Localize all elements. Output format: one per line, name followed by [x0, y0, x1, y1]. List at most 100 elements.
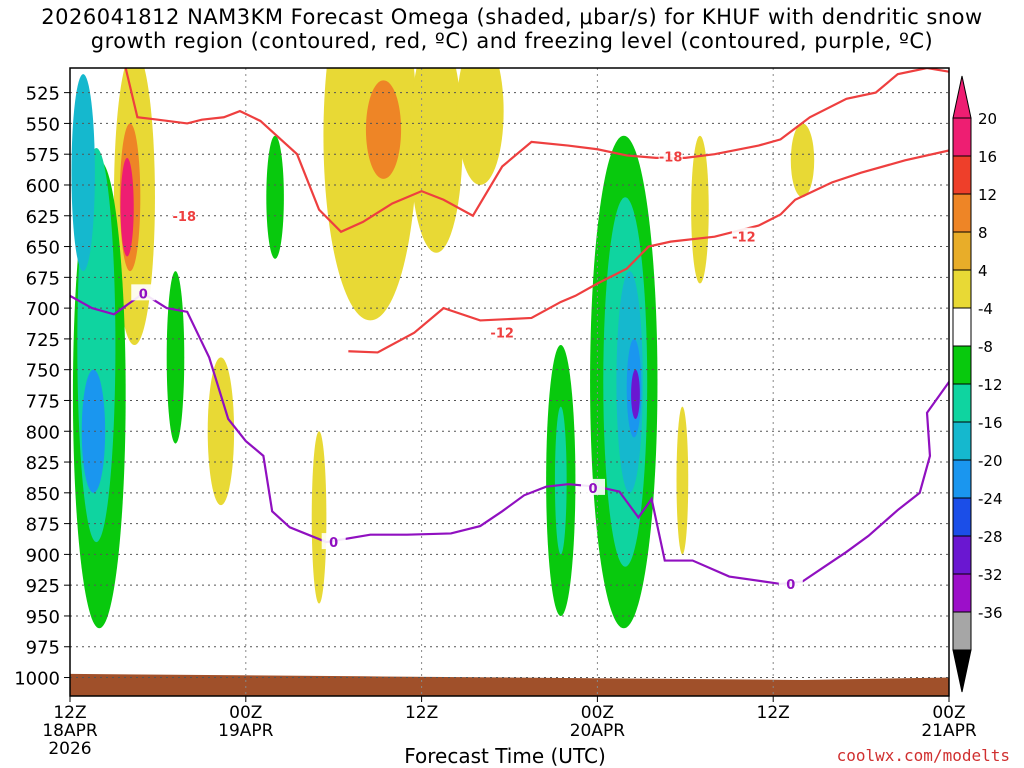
contour-label: -18	[173, 210, 197, 225]
x-axis-label: Forecast Time (UTC)	[404, 744, 606, 768]
y-tick-label: 800	[26, 422, 60, 443]
omega-region	[631, 369, 640, 419]
colorbar-swatch	[952, 345, 972, 385]
x-tick-label: 19APR	[218, 721, 274, 741]
x-tick-label: 12Z	[757, 703, 790, 723]
y-tick-label: 650	[26, 238, 60, 259]
omega-region	[409, 68, 463, 253]
colorbar-swatch	[952, 611, 972, 651]
y-tick-label: 1000	[14, 669, 60, 690]
contour-label: 0	[329, 536, 338, 551]
y-tick-label: 725	[26, 330, 60, 351]
freezing-level-line	[70, 292, 949, 586]
contour-label: -12	[490, 327, 514, 342]
dgz-contour-line	[348, 149, 949, 354]
omega-region	[676, 406, 689, 555]
colorbar-swatch	[952, 117, 972, 157]
y-tick-label: 525	[26, 84, 60, 105]
colorbar-label: -16	[978, 414, 1003, 432]
contour-label-bg	[490, 323, 515, 340]
y-tick-label: 550	[26, 114, 60, 135]
contour-label: 0	[139, 287, 148, 302]
x-tick-label: 18APR	[42, 721, 98, 741]
colorbar-label: -36	[978, 604, 1003, 622]
omega-region	[365, 80, 402, 179]
plot-grid	[70, 68, 949, 696]
y-tick-label: 750	[26, 361, 60, 382]
x-tick-label: 2026	[48, 739, 91, 759]
y-tick-label: 975	[26, 638, 60, 659]
contour-label: -12	[732, 231, 756, 246]
colorbar-label: 12	[978, 186, 997, 204]
y-tick-label: 675	[26, 268, 60, 289]
colorbar-swatch	[952, 231, 972, 271]
dgz-contour-line	[124, 68, 949, 234]
colorbar-label: -28	[978, 528, 1003, 546]
x-tick-label: 00Z	[229, 703, 262, 723]
chart-title-line1: 2026041812 NAM3KM Forecast Omega (shaded…	[41, 5, 983, 29]
contour-label-bg	[321, 533, 346, 550]
ground-fill	[70, 673, 949, 696]
colorbar-top-arrow	[952, 75, 972, 119]
colorbar-label: 16	[978, 148, 997, 166]
colorbar: 20 16 12 8 4 -4 -8 -12 -16 -20 -24 -28 -32 -36	[952, 75, 1003, 693]
x-tick-label: 12Z	[53, 703, 86, 723]
colorbar-swatch	[952, 383, 972, 423]
contour-label-bg	[731, 227, 756, 244]
colorbar-swatch	[952, 193, 972, 233]
y-tick-label: 625	[26, 207, 60, 228]
omega-region	[554, 406, 567, 555]
omega-region	[311, 431, 327, 604]
omega-region	[456, 68, 504, 185]
x-tick-label: 00Z	[932, 703, 965, 723]
contour-label-bg	[581, 478, 606, 495]
x-tick-label: 12Z	[405, 703, 438, 723]
colorbar-label: 20	[978, 110, 997, 128]
colorbar-swatch	[952, 269, 972, 309]
y-tick-label: 875	[26, 515, 60, 536]
x-tick-label: 00Z	[581, 703, 614, 723]
terrain-ground	[70, 673, 949, 696]
colorbar-swatch	[952, 421, 972, 461]
colorbar-label: -24	[978, 490, 1003, 508]
contour-label-bg	[778, 574, 803, 591]
y-tick-label: 775	[26, 391, 60, 412]
contour-label: 0	[588, 482, 597, 497]
contour-label: -18	[659, 151, 683, 166]
omega-region	[790, 123, 815, 198]
colorbar-label: -32	[978, 566, 1003, 584]
y-tick-label: 850	[26, 484, 60, 505]
y-tick-label: 825	[26, 453, 60, 474]
colorbar-label: 8	[978, 224, 988, 242]
omega-region	[81, 369, 106, 493]
y-axis: 525 550 575 600 625 650 675 700 725 750 775 800 825 8…	[14, 84, 70, 690]
chart-title-line2: growth region (contoured, red, ºC) and f…	[90, 29, 934, 53]
contour-label: 0	[786, 578, 795, 593]
y-tick-label: 900	[26, 545, 60, 566]
plot-frame	[69, 67, 950, 697]
colorbar-label: -8	[978, 338, 993, 356]
y-tick-label: 950	[26, 607, 60, 628]
colorbar-swatch	[952, 155, 972, 195]
omega-region	[266, 135, 284, 259]
x-tick-label: 21APR	[921, 721, 977, 741]
credit-text: coolwx.com/modelts	[836, 746, 1010, 765]
colorbar-swatch	[952, 535, 972, 575]
colorbar-swatch	[952, 459, 972, 499]
omega-region	[166, 271, 185, 444]
x-tick-label: 20APR	[570, 721, 626, 741]
y-tick-label: 600	[26, 176, 60, 197]
y-tick-label: 700	[26, 299, 60, 320]
contour-label-bg	[172, 206, 197, 223]
colorbar-label: -12	[978, 376, 1003, 394]
omega-shading	[71, 68, 815, 629]
temperature-contours: -18 -18 -12 -12 0 0 0 0	[70, 68, 949, 593]
colorbar-label: -20	[978, 452, 1003, 470]
contour-label-bg	[131, 284, 156, 301]
colorbar-swatch	[952, 307, 972, 347]
colorbar-bottom-arrow	[952, 649, 972, 693]
y-tick-label: 575	[26, 145, 60, 166]
colorbar-label: 4	[978, 262, 988, 280]
